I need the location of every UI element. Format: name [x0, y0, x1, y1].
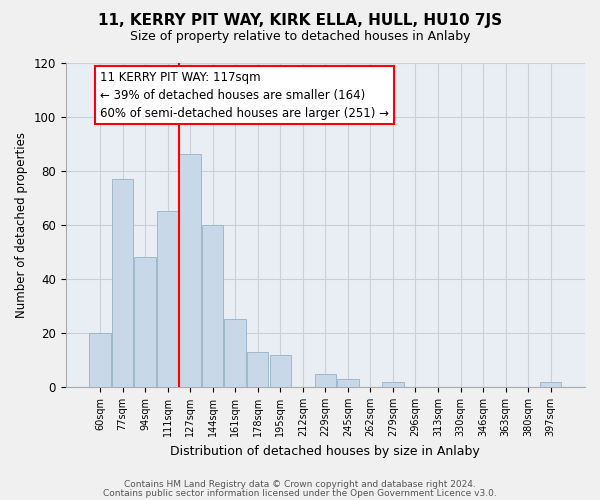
Text: 11, KERRY PIT WAY, KIRK ELLA, HULL, HU10 7JS: 11, KERRY PIT WAY, KIRK ELLA, HULL, HU10…	[98, 12, 502, 28]
Bar	[202, 225, 223, 387]
Bar	[540, 382, 562, 387]
Text: Contains HM Land Registry data © Crown copyright and database right 2024.: Contains HM Land Registry data © Crown c…	[124, 480, 476, 489]
Text: Contains public sector information licensed under the Open Government Licence v3: Contains public sector information licen…	[103, 488, 497, 498]
X-axis label: Distribution of detached houses by size in Anlaby: Distribution of detached houses by size …	[170, 444, 480, 458]
Bar	[134, 257, 156, 387]
Bar	[89, 333, 110, 387]
Y-axis label: Number of detached properties: Number of detached properties	[15, 132, 28, 318]
Bar	[314, 374, 336, 387]
Bar	[112, 179, 133, 387]
Bar	[224, 320, 246, 387]
Bar	[247, 352, 268, 387]
Bar	[179, 154, 201, 387]
Bar	[382, 382, 404, 387]
Text: 11 KERRY PIT WAY: 117sqm
← 39% of detached houses are smaller (164)
60% of semi-: 11 KERRY PIT WAY: 117sqm ← 39% of detach…	[100, 70, 389, 120]
Bar	[269, 354, 291, 387]
Bar	[337, 379, 359, 387]
Text: Size of property relative to detached houses in Anlaby: Size of property relative to detached ho…	[130, 30, 470, 43]
Bar	[157, 212, 178, 387]
